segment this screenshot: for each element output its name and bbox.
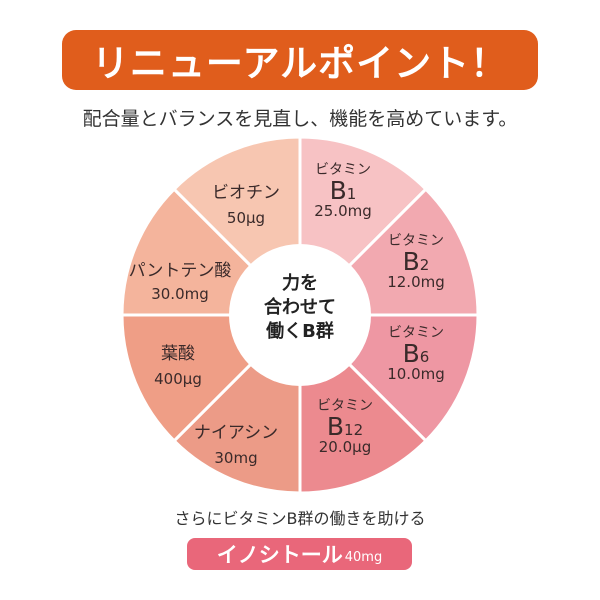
pantothenic-name: パントテン酸: [128, 261, 232, 281]
biotin-name: ビオチン: [212, 183, 280, 203]
supporting-note: さらにビタミンB群の働きを助ける: [174, 509, 426, 528]
inositol-name: イノシトール: [216, 543, 343, 567]
segment-folate: 葉酸 400μg: [128, 344, 228, 388]
segment-vitamin-b2: ビタミン B2 12.0mg: [375, 233, 457, 291]
inositol-badge: イノシトール 40mg: [187, 538, 412, 570]
segment-vitamin-b6: ビタミン B6 10.0mg: [375, 325, 457, 383]
b2-name: ビタミン: [388, 233, 444, 249]
niacin-name: ナイアシン: [193, 423, 279, 443]
segment-niacin: ナイアシン 30mg: [176, 423, 296, 467]
pantothenic-amount: 30.0mg: [151, 284, 209, 303]
b2-amount: 12.0mg: [387, 273, 445, 292]
b1-amount: 25.0mg: [314, 202, 372, 221]
subtitle: 配合量とバランスを見直し、機能を高めています。: [82, 108, 518, 130]
wheel-center-circle: [229, 244, 371, 386]
center-line-2: 合わせて: [264, 296, 336, 318]
biotin-amount: 50μg: [226, 208, 266, 227]
center-line-1: 力を: [282, 273, 318, 294]
center-line-3: 働くB群: [266, 320, 334, 342]
folate-amount: 400μg: [154, 369, 202, 388]
niacin-amount: 30mg: [214, 448, 258, 467]
b6-amount: 10.0mg: [387, 365, 445, 384]
b1-name: ビタミン: [315, 162, 371, 178]
banner-title: リニューアルポイント！: [91, 42, 509, 85]
b6-name: ビタミン: [388, 325, 444, 341]
segment-pantothenic: パントテン酸 30.0mg: [126, 261, 234, 303]
b2-letter: B2: [402, 247, 430, 277]
segment-biotin: ビオチン 50μg: [196, 183, 296, 227]
b12-amount: 20.0μg: [318, 438, 372, 457]
b6-letter: B6: [402, 339, 430, 369]
segment-vitamin-b1: ビタミン B1 25.0mg: [302, 162, 384, 220]
b12-name: ビタミン: [317, 398, 373, 414]
b1-letter: B1: [329, 176, 357, 206]
header-banner: リニューアルポイント！: [62, 30, 538, 90]
folate-name: 葉酸: [161, 344, 195, 364]
segment-vitamin-b12: ビタミン B12 20.0μg: [304, 398, 386, 456]
wheel-center-label: 力を 合わせて 働くB群: [240, 272, 360, 343]
inositol-amount: 40mg: [344, 549, 383, 565]
b12-letter: B12: [326, 412, 364, 442]
